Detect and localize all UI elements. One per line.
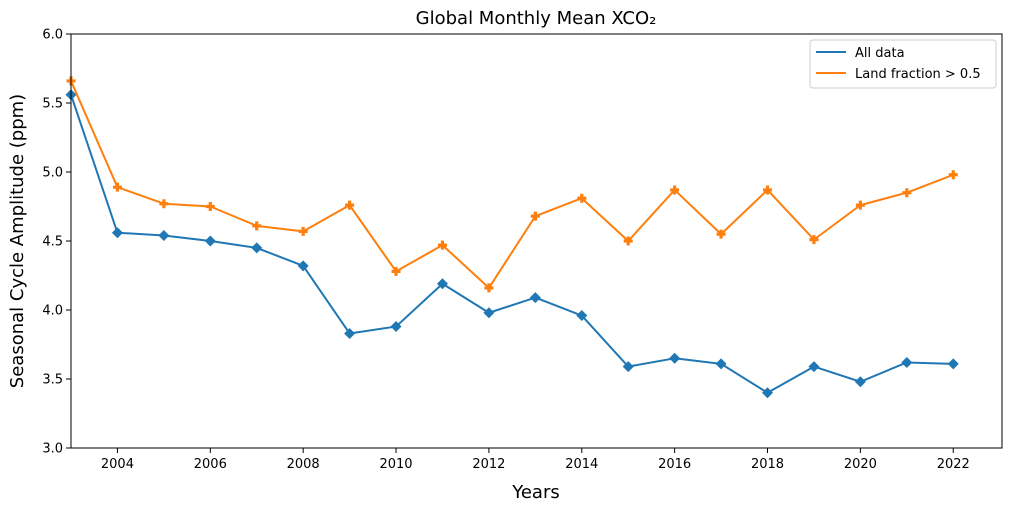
data-point-all-data (390, 321, 402, 333)
series-line-land-fraction (70, 80, 954, 289)
data-point-land-fraction (205, 202, 215, 211)
data-point-all-data (715, 358, 727, 370)
legend-label-all-data: All data (855, 46, 905, 61)
x-tick-label: 2014 (565, 457, 598, 472)
x-tick-label: 2018 (751, 457, 784, 472)
y-tick-label: 3.5 (42, 373, 63, 388)
y-tick-label: 6.0 (42, 28, 63, 43)
legend-label-land-fraction: Land fraction > 0.5 (855, 67, 981, 82)
y-tick-label: 4.0 (42, 304, 63, 319)
data-point-land-fraction (159, 199, 169, 209)
data-point-all-data (204, 235, 216, 247)
data-point-all-data (483, 307, 495, 319)
data-point-land-fraction (298, 226, 308, 236)
x-tick-label: 2012 (472, 457, 505, 472)
data-point-all-data (576, 310, 588, 322)
y-tick-label: 3.0 (42, 442, 63, 457)
data-point-land-fraction (112, 182, 122, 192)
data-point-all-data (808, 361, 820, 373)
data-point-land-fraction (855, 200, 865, 210)
y-axis-label: Seasonal Cycle Amplitude (ppm) (7, 94, 28, 388)
plot-marks (65, 76, 959, 399)
x-axis: 2004 2006 2008 2010 2012 2014 2016 2018 2020 2022 (101, 448, 970, 472)
data-point-all-data (669, 352, 681, 364)
data-point-all-data (901, 356, 913, 368)
data-point-land-fraction (809, 235, 819, 245)
x-tick-label: 2004 (101, 457, 134, 472)
data-point-land-fraction (252, 221, 262, 231)
y-tick-label: 4.5 (42, 235, 63, 250)
data-point-all-data (251, 242, 263, 254)
data-point-land-fraction (716, 229, 726, 239)
data-point-land-fraction (623, 236, 633, 246)
data-point-land-fraction (437, 240, 447, 250)
data-point-land-fraction (484, 283, 494, 293)
data-point-all-data (529, 292, 541, 304)
data-point-all-data (111, 227, 123, 239)
data-point-all-data (762, 387, 774, 399)
series-line-all-data (70, 94, 954, 394)
data-point-all-data (297, 260, 309, 272)
data-point-all-data (344, 327, 356, 339)
x-tick-label: 2010 (379, 457, 412, 472)
data-point-land-fraction (577, 193, 587, 203)
y-axis: 3.0 3.5 4.0 4.5 5.0 5.5 6.0 (42, 28, 71, 457)
data-point-all-data (947, 358, 959, 370)
data-point-all-data (854, 376, 866, 388)
y-tick-label: 5.5 (42, 97, 63, 112)
chart-title: Global Monthly Mean XCO₂ (416, 8, 657, 29)
x-tick-label: 2020 (844, 457, 877, 472)
data-point-all-data (436, 278, 448, 290)
x-tick-label: 2008 (287, 457, 320, 472)
data-point-all-data (158, 229, 170, 241)
data-point-land-fraction (670, 185, 680, 195)
x-tick-label: 2022 (937, 457, 970, 472)
data-point-land-fraction (763, 185, 773, 195)
data-point-land-fraction (391, 266, 401, 276)
data-point-land-fraction (902, 188, 912, 198)
x-tick-label: 2016 (658, 457, 691, 472)
data-point-land-fraction (948, 170, 958, 180)
legend: All data Land fraction > 0.5 (809, 39, 997, 89)
legend-box (809, 39, 997, 89)
y-tick-label: 5.0 (42, 166, 63, 181)
x-axis-label: Years (511, 482, 560, 503)
data-point-all-data (622, 361, 634, 373)
data-point-land-fraction (345, 200, 355, 210)
x-tick-label: 2006 (194, 457, 227, 472)
data-point-land-fraction (530, 211, 540, 221)
